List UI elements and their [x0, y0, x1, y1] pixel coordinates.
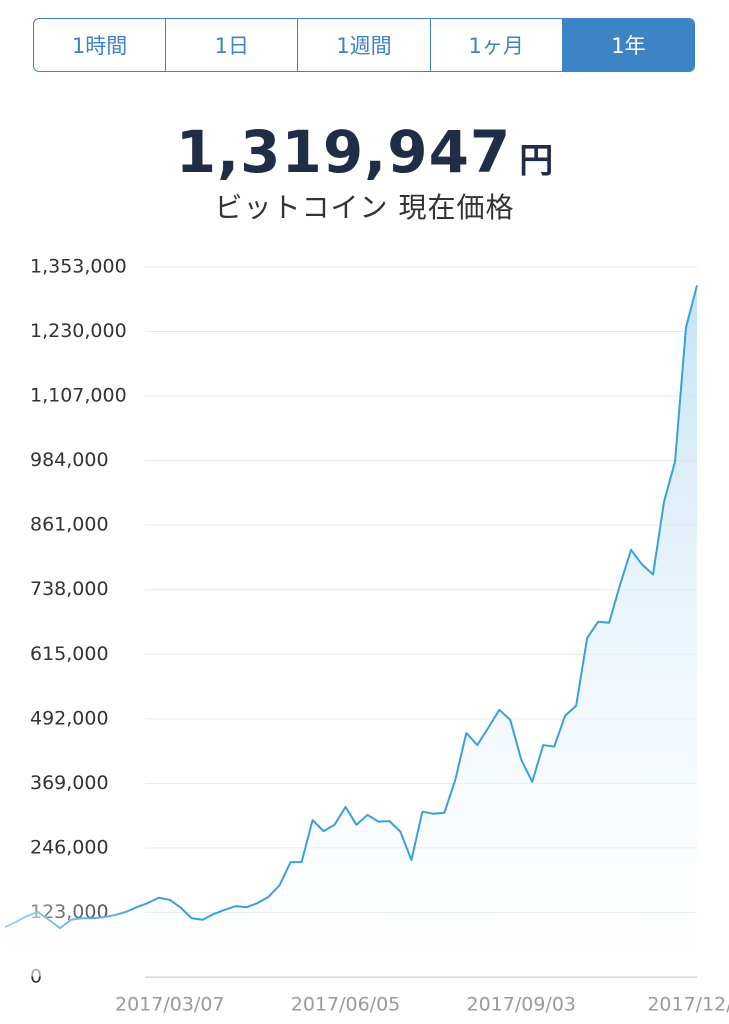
period-tabs: 1時間 1日 1週間 1ヶ月 1年 — [33, 18, 695, 72]
y-tick-label: 861,000 — [30, 514, 109, 536]
y-tick-label: 615,000 — [30, 643, 109, 665]
y-tick-label: 369,000 — [30, 772, 109, 794]
price-caption: ビットコイン 現在価格 — [214, 191, 515, 224]
x-tick-label: 2017/12/ — [647, 994, 729, 1016]
period-tab[interactable]: 1時間 — [71, 34, 128, 58]
y-tick-label: 1,230,000 — [30, 320, 127, 342]
period-tab[interactable]: 1ヶ月 — [429, 19, 562, 71]
period-tab[interactable]: 1週間 — [297, 19, 429, 71]
x-tick-label: 2017/03/07 — [115, 994, 225, 1016]
period-tab[interactable]: 1年 — [561, 19, 694, 71]
y-tick-label: 738,000 — [30, 578, 109, 600]
price: 1,319,947 円 — [0, 118, 729, 186]
x-tick-label: 2017/09/03 — [466, 994, 576, 1016]
y-tick-label: 984,000 — [30, 449, 109, 471]
y-tick-label: 492,000 — [30, 707, 109, 729]
y-tick-label: 1,353,000 — [30, 256, 127, 278]
y-tick-label: 246,000 — [30, 836, 109, 858]
x-tick-label: 2017/06/05 — [291, 994, 401, 1016]
area — [5, 285, 697, 978]
period-tab[interactable]: 1日 — [165, 19, 297, 71]
y-tick-label: 1,107,000 — [30, 385, 127, 407]
fade-overlay — [0, 880, 150, 976]
price-unit: 円 — [519, 141, 554, 181]
price-value: 1,319,947 — [175, 118, 512, 186]
